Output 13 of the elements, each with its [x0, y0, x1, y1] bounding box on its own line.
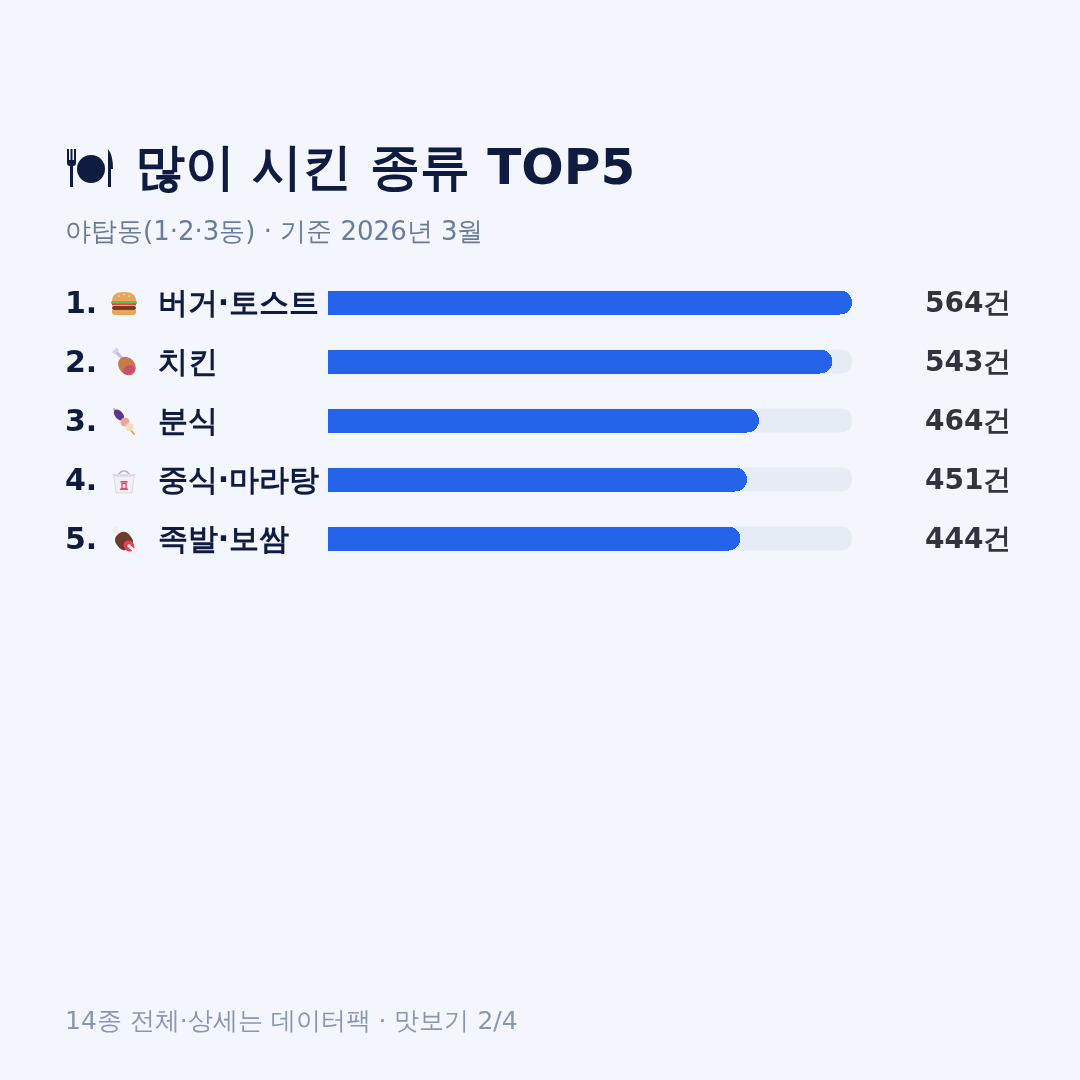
- data-label: 543건: [925, 345, 1012, 378]
- y-tick-label: 1. 버거·토스트: [65, 283, 320, 322]
- data-label: 564건: [925, 286, 1012, 319]
- data-label: 464건: [925, 404, 1012, 437]
- data-label: 444건: [925, 522, 1012, 555]
- chart-title: 많이 시킨 종류 TOP5: [135, 138, 636, 196]
- text: 14종 전체·상세는 데이터팩 · 맛보기 2/4: [65, 1005, 518, 1037]
- y-tick-label: 2. 치킨: [65, 342, 218, 381]
- y-tick-label: 3. 분식: [65, 401, 218, 440]
- y-tick-label: 5. 족발·보쌈: [65, 519, 290, 558]
- y-tick-label: 4. 중식·마라탕: [65, 460, 320, 499]
- data-label: 451건: [925, 463, 1012, 496]
- chart-subtitle: 야탑동(1·2·3동) · 기준 2026년 3월: [65, 215, 484, 248]
